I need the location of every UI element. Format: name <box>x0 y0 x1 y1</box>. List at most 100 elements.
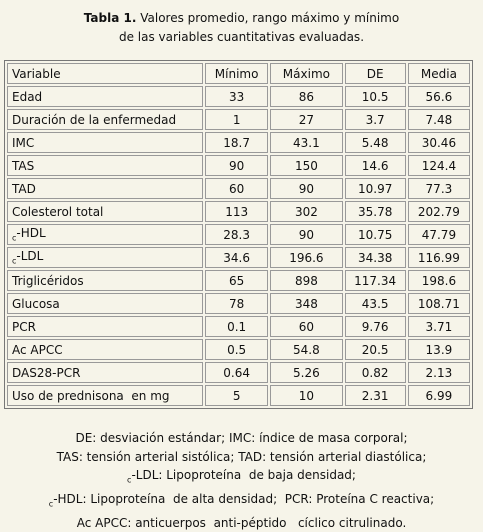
value-cell: 35.78 <box>344 201 406 222</box>
table-row: Duración de la enfermedad 1 27 3.7 7.48 <box>7 109 470 130</box>
value-cell: 10 <box>270 385 343 406</box>
table-row: Uso de prednisona en mg 5 10 2.31 6.99 <box>7 385 470 406</box>
value-cell: 150 <box>270 155 343 176</box>
header-cell: Máximo <box>270 63 343 84</box>
variable-cell: IMC <box>7 132 204 153</box>
value-cell: 18.7 <box>205 132 269 153</box>
table-row: IMC 18.7 43.1 5.48 30.46 <box>7 132 470 153</box>
value-cell: 14.6 <box>344 155 406 176</box>
footnotes: DE: desviación estándar; IMC: índice de … <box>0 429 483 532</box>
value-cell: 117.34 <box>344 270 406 291</box>
value-cell: 0.5 <box>205 339 269 360</box>
title: Tabla 1. Valores promedio, rango máximo … <box>0 0 483 55</box>
variable-name: Ac APCC <box>12 342 63 357</box>
data-table: Variable Mínimo Máximo DE Media Edad 33 86 10.5 5… <box>4 60 473 409</box>
value-cell: 78 <box>205 293 269 314</box>
value-cell: 5.48 <box>344 132 406 153</box>
variable-name: IMC <box>12 135 35 150</box>
value-cell: 90 <box>270 178 343 199</box>
title-line: Tabla 1. Valores promedio, rango máximo … <box>0 9 483 28</box>
value-cell: 54.8 <box>270 339 343 360</box>
title-text: Valores promedio, rango máximo y mínimo <box>140 11 400 25</box>
value-cell: 34.6 <box>205 247 269 268</box>
subscript: c <box>127 475 132 485</box>
value-cell: 10.75 <box>344 224 406 245</box>
value-cell: 60 <box>270 316 343 337</box>
value-cell: 43.1 <box>270 132 343 153</box>
variable-cell: TAS <box>7 155 204 176</box>
value-cell: 86 <box>270 86 343 107</box>
table-row: Ac APCC 0.5 54.8 20.5 13.9 <box>7 339 470 360</box>
value-cell: 33 <box>205 86 269 107</box>
title-line: de las variables cuantitativas evaluadas… <box>118 30 365 44</box>
value-cell: 1 <box>205 109 269 130</box>
value-cell: 5 <box>205 385 269 406</box>
footnote-line: Ac APCC: anticuerpos anti-péptido cíclic… <box>0 514 483 532</box>
table-row: Colesterol total 113 302 35.78 202.79 <box>7 201 470 222</box>
variable-cell: Duración de la enfermedad <box>7 109 204 130</box>
header-cell: Mínimo <box>205 63 269 84</box>
value-cell: 2.31 <box>344 385 406 406</box>
variable-name: Edad <box>12 89 43 104</box>
value-cell: 9.76 <box>344 316 406 337</box>
value-cell: 28.3 <box>205 224 269 245</box>
variable-cell: Colesterol total <box>7 201 204 222</box>
header-row: Variable Mínimo Máximo DE Media <box>7 63 470 84</box>
value-cell: 3.71 <box>407 316 470 337</box>
variable-name: TAS <box>12 158 35 173</box>
table-row: c-HDL 28.3 90 10.75 47.79 <box>7 224 470 245</box>
variable-cell: Ac APCC <box>7 339 204 360</box>
value-cell: 202.79 <box>407 201 470 222</box>
value-cell: 0.82 <box>344 362 406 383</box>
value-cell: 6.99 <box>407 385 470 406</box>
table-row: Glucosa 78 348 43.5 108.71 <box>7 293 470 314</box>
value-cell: 47.79 <box>407 224 470 245</box>
value-cell: 5.26 <box>270 362 343 383</box>
footnote-text: DE: desviación estándar; IMC: índice de … <box>75 431 408 445</box>
footnote-text: -HDL: Lipoproteína de alta densidad; PCR… <box>53 491 435 506</box>
variable-name: Colesterol total <box>12 204 104 219</box>
value-cell: 196.6 <box>270 247 343 268</box>
variable-cell: c-HDL <box>7 224 204 245</box>
table-row: PCR 0.1 60 9.76 3.71 <box>7 316 470 337</box>
variable-cell: DAS28-PCR <box>7 362 204 383</box>
value-cell: 10.97 <box>344 178 406 199</box>
header-cell: Media <box>407 63 470 84</box>
value-cell: 43.5 <box>344 293 406 314</box>
variable-name: TAD <box>12 181 36 196</box>
value-cell: 116.99 <box>407 247 470 268</box>
variable-cell: Glucosa <box>7 293 204 314</box>
variable-cell: Triglicéridos <box>7 270 204 291</box>
variable-name: -LDL <box>16 249 44 264</box>
variable-name: Glucosa <box>12 296 60 311</box>
value-cell: 7.48 <box>407 109 470 130</box>
variable-name: Duración de la enfermedad <box>12 112 177 127</box>
value-cell: 198.6 <box>407 270 470 291</box>
footnote-line: DE: desviación estándar; IMC: índice de … <box>0 429 483 448</box>
value-cell: 898 <box>270 270 343 291</box>
value-cell: 3.7 <box>344 109 406 130</box>
value-cell: 0.1 <box>205 316 269 337</box>
footnote-line: TAS: tensión arterial sistólica; TAD: te… <box>0 448 483 467</box>
variable-cell: TAD <box>7 178 204 199</box>
value-cell: 56.6 <box>407 86 470 107</box>
value-cell: 34.38 <box>344 247 406 268</box>
variable-name: DAS28-PCR <box>12 365 81 380</box>
subscript: c <box>12 256 17 266</box>
subscript: c <box>12 233 17 243</box>
value-cell: 124.4 <box>407 155 470 176</box>
footnote-text: -LDL: Lipoproteína de baja densidad; <box>131 468 356 482</box>
value-cell: 27 <box>270 109 343 130</box>
variable-name: -HDL <box>16 226 46 241</box>
table-row: DAS28-PCR 0.64 5.26 0.82 2.13 <box>7 362 470 383</box>
table-row: TAS 90 150 14.6 124.4 <box>7 155 470 176</box>
value-cell: 10.5 <box>344 86 406 107</box>
value-cell: 30.46 <box>407 132 470 153</box>
value-cell: 65 <box>205 270 269 291</box>
title-label: Tabla 1. <box>83 11 137 25</box>
footnote-line: c-LDL: Lipoproteína de baja densidad; <box>0 466 483 490</box>
value-cell: 113 <box>205 201 269 222</box>
variable-cell: Uso de prednisona en mg <box>7 385 204 406</box>
value-cell: 302 <box>270 201 343 222</box>
